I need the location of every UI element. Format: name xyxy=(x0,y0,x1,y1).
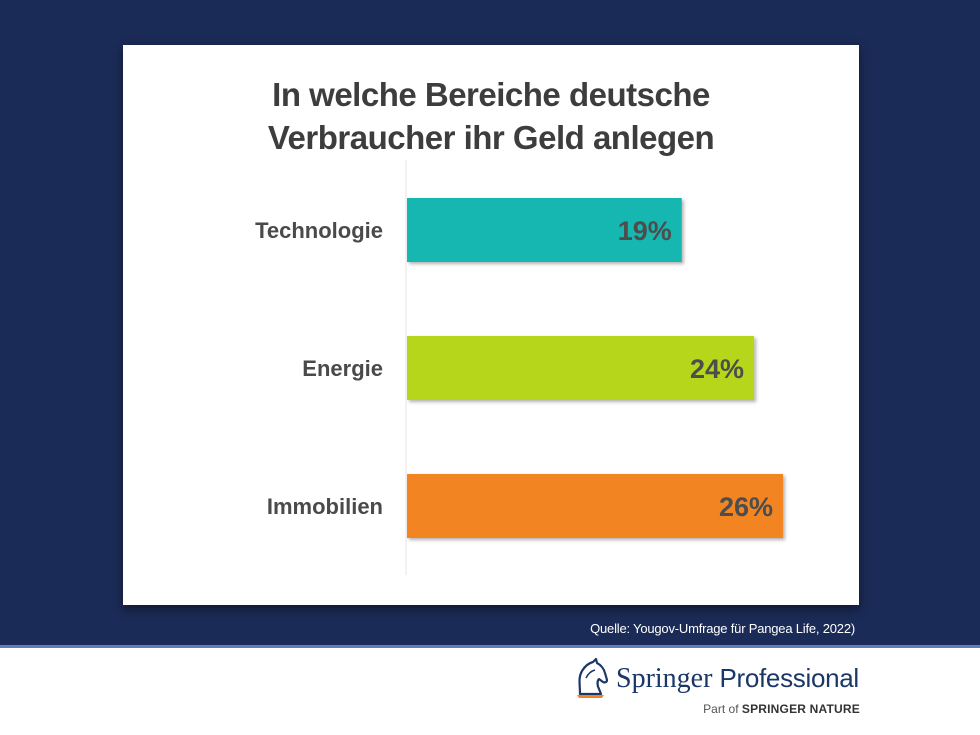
chart-title: In welche Bereiche deutsche Verbraucher … xyxy=(123,73,859,159)
springer-professional-logo[interactable]: Springer Professional Part of SPRINGER N… xyxy=(574,656,864,722)
brand-name: Springer Professional xyxy=(616,660,859,697)
category-label-technologie: Technologie xyxy=(255,218,383,243)
bar-chart: Technologie 19% Energie 24% Immobilien 26% xyxy=(255,160,783,575)
value-label-immobilien: 26% xyxy=(719,492,773,522)
brand-name-professional: Professional xyxy=(719,663,859,693)
value-label-technologie: 19% xyxy=(618,216,672,246)
part-of-prefix: Part of xyxy=(703,702,739,716)
chart-title-line-2: Verbraucher ihr Geld anlegen xyxy=(267,119,715,156)
chart-title-line-1: In welche Bereiche deutsche xyxy=(272,76,710,113)
category-label-energie: Energie xyxy=(302,356,383,381)
source-note: Quelle: Yougov-Umfrage für Pangea Life, … xyxy=(590,621,855,636)
bar-technologie xyxy=(407,198,682,262)
brand-name-springer: Springer xyxy=(616,663,713,694)
bar-immobilien xyxy=(407,474,783,538)
bar-energie xyxy=(407,336,755,400)
chart-card: In welche Bereiche deutsche Verbraucher … xyxy=(123,45,859,605)
divider-line xyxy=(0,645,980,648)
value-label-energie: 24% xyxy=(690,354,744,384)
springer-nature-label: SPRINGER NATURE xyxy=(741,702,860,716)
horse-head-icon xyxy=(574,657,610,703)
part-of-note: Part of SPRINGER NATURE xyxy=(703,702,860,716)
category-label-immobilien: Immobilien xyxy=(267,494,383,519)
